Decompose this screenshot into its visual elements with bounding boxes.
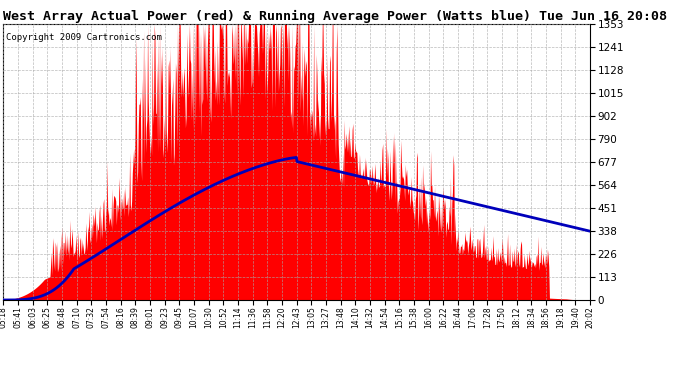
Text: West Array Actual Power (red) & Running Average Power (Watts blue) Tue Jun 16 20: West Array Actual Power (red) & Running … xyxy=(3,10,667,23)
Text: Copyright 2009 Cartronics.com: Copyright 2009 Cartronics.com xyxy=(6,33,162,42)
